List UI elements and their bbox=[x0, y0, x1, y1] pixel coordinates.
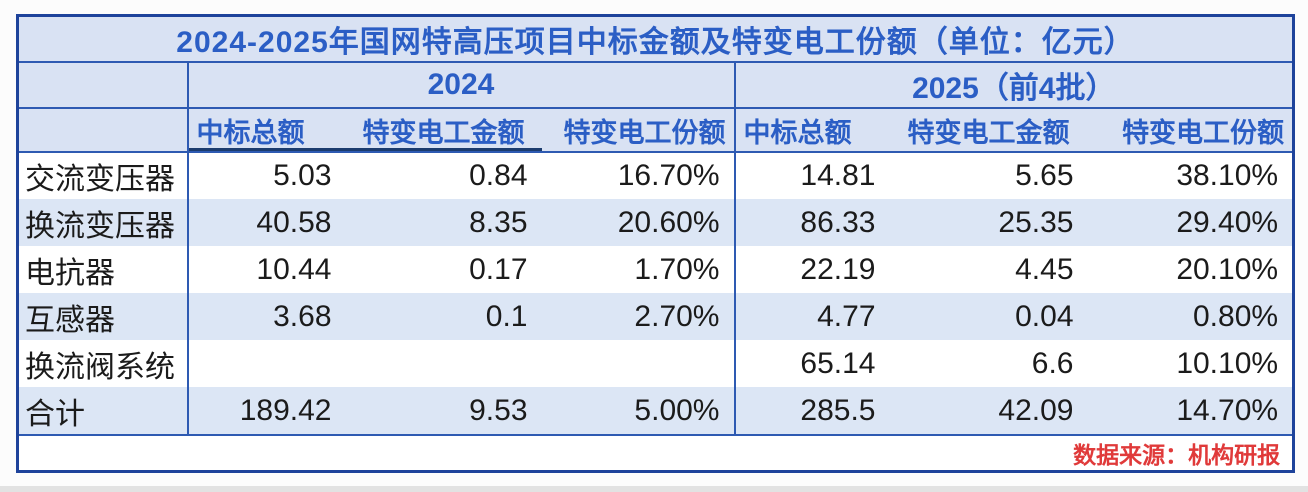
value-cell: 4.45 bbox=[889, 246, 1088, 293]
value-cell: 20.10% bbox=[1087, 246, 1294, 293]
value-cell: 10.44 bbox=[187, 246, 346, 293]
table-row-total: 合计 189.42 9.53 5.00% 285.5 42.09 14.70% bbox=[17, 387, 1294, 436]
value-cell: 5.00% bbox=[541, 387, 736, 436]
value-cell: 4.77 bbox=[734, 293, 890, 340]
value-cell: 5.03 bbox=[187, 152, 346, 199]
value-cell: 0.17 bbox=[345, 246, 542, 293]
value-cell: 9.53 bbox=[345, 387, 542, 436]
value-cell: 285.5 bbox=[734, 387, 890, 436]
row-label: 电抗器 bbox=[17, 246, 189, 293]
row-label: 换流阀系统 bbox=[17, 340, 189, 387]
data-source-note: 数据来源：机构研报 bbox=[17, 435, 1294, 472]
value-cell: 8.35 bbox=[345, 199, 542, 246]
table-row-converter-valve-system: 换流阀系统 65.14 6.6 10.10% bbox=[17, 340, 1294, 387]
value-cell: 1.70% bbox=[541, 246, 736, 293]
table-row-reactor: 电抗器 10.44 0.17 1.70% 22.19 4.45 20.10% bbox=[17, 246, 1294, 293]
col-header-2024-tbea-share: 特变电工份额 bbox=[541, 108, 736, 153]
corner-cell-bottom bbox=[17, 108, 189, 153]
col-header-2025-tbea-amount: 特变电工金额 bbox=[889, 108, 1088, 153]
col-header-2025-tbea-share: 特变电工份额 bbox=[1087, 108, 1294, 153]
value-cell: 0.80% bbox=[1087, 293, 1294, 340]
value-cell: 22.19 bbox=[734, 246, 890, 293]
value-cell: 16.70% bbox=[541, 152, 736, 199]
group-header-2024: 2024 bbox=[187, 62, 736, 109]
row-label: 互感器 bbox=[17, 293, 189, 340]
value-cell: 2.70% bbox=[541, 293, 736, 340]
value-cell bbox=[187, 340, 346, 387]
bottom-edge-strip bbox=[0, 486, 1308, 492]
year-header-row: 2024 2025（前4批） bbox=[17, 62, 1294, 109]
value-cell: 14.81 bbox=[734, 152, 890, 199]
row-label: 交流变压器 bbox=[17, 152, 189, 199]
corner-cell-top bbox=[17, 62, 189, 109]
value-cell: 20.60% bbox=[541, 199, 736, 246]
title-row: 2024-2025年国网特高压项目中标金额及特变电工份额（单位：亿元） bbox=[17, 15, 1294, 63]
value-cell: 38.10% bbox=[1087, 152, 1294, 199]
col-header-2024-bid-total: 中标总额 bbox=[187, 108, 346, 153]
value-cell: 65.14 bbox=[734, 340, 890, 387]
value-cell: 0.1 bbox=[345, 293, 542, 340]
value-cell: 86.33 bbox=[734, 199, 890, 246]
value-cell: 0.84 bbox=[345, 152, 542, 199]
table-row-converter-transformer: 换流变压器 40.58 8.35 20.60% 86.33 25.35 29.4… bbox=[17, 199, 1294, 246]
value-cell: 5.65 bbox=[889, 152, 1088, 199]
col-header-2024-tbea-amount: 特变电工金额 bbox=[345, 108, 542, 153]
uhv-bid-table: 2024-2025年国网特高压项目中标金额及特变电工份额（单位：亿元） 2024… bbox=[16, 14, 1296, 473]
source-row: 数据来源：机构研报 bbox=[17, 435, 1294, 472]
table-title: 2024-2025年国网特高压项目中标金额及特变电工份额（单位：亿元） bbox=[17, 15, 1294, 63]
col-header-2025-bid-total: 中标总额 bbox=[734, 108, 890, 153]
row-label: 合计 bbox=[17, 387, 189, 436]
value-cell bbox=[541, 340, 736, 387]
value-cell: 42.09 bbox=[889, 387, 1088, 436]
group-header-2025: 2025（前4批） bbox=[734, 62, 1294, 109]
table-row-ac-transformer: 交流变压器 5.03 0.84 16.70% 14.81 5.65 38.10% bbox=[17, 152, 1294, 199]
value-cell: 189.42 bbox=[187, 387, 346, 436]
row-label: 换流变压器 bbox=[17, 199, 189, 246]
table-row-instrument-transformer: 互感器 3.68 0.1 2.70% 4.77 0.04 0.80% bbox=[17, 293, 1294, 340]
value-cell: 14.70% bbox=[1087, 387, 1294, 436]
value-cell: 0.04 bbox=[889, 293, 1088, 340]
value-cell: 6.6 bbox=[889, 340, 1088, 387]
value-cell: 25.35 bbox=[889, 199, 1088, 246]
value-cell: 10.10% bbox=[1087, 340, 1294, 387]
value-cell bbox=[345, 340, 542, 387]
column-header-row: 中标总额 特变电工金额 特变电工份额 中标总额 特变电工金额 特变电工份额 bbox=[17, 108, 1294, 153]
value-cell: 3.68 bbox=[187, 293, 346, 340]
value-cell: 29.40% bbox=[1087, 199, 1294, 246]
value-cell: 40.58 bbox=[187, 199, 346, 246]
